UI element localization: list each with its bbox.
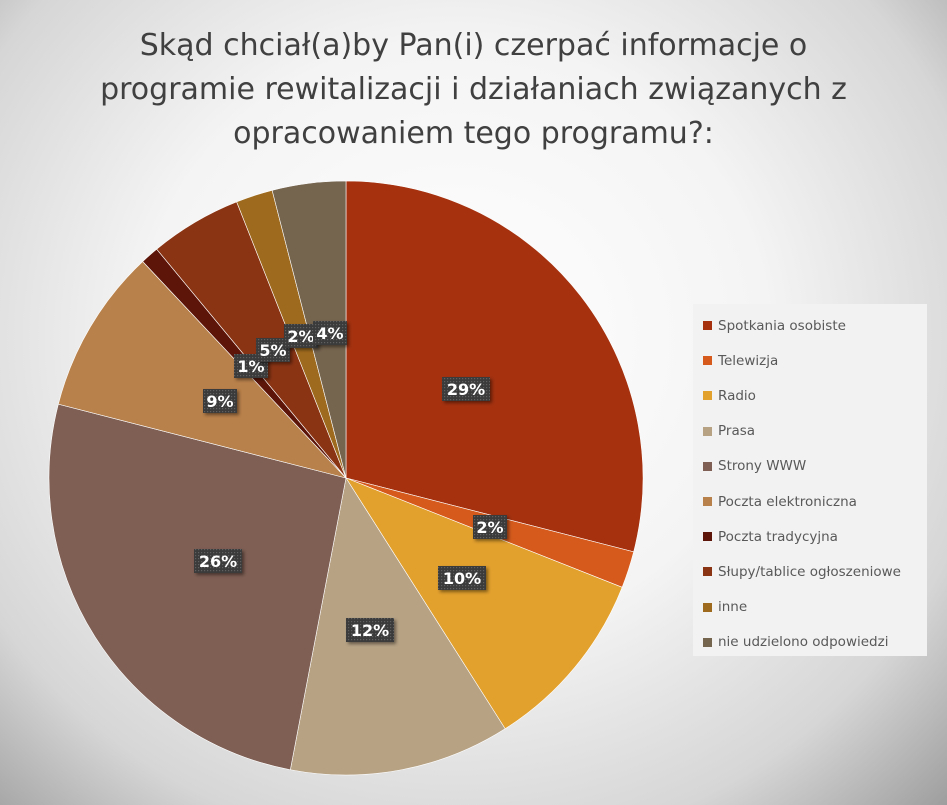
data-label: 29% (442, 377, 490, 401)
legend-swatch (703, 356, 712, 366)
data-label-text: 4% (316, 324, 343, 343)
legend-label: inne (718, 599, 748, 616)
data-label: 9% (203, 389, 237, 413)
legend-item: Słupy/tablice ogłoszeniowe (693, 554, 927, 589)
data-label: 2% (473, 515, 507, 539)
data-label-box (473, 515, 507, 539)
data-label-box (442, 377, 490, 401)
legend-label: Poczta tradycyjna (718, 528, 838, 545)
data-label-box (203, 389, 237, 413)
data-label-box (313, 321, 347, 345)
legend-label: Słupy/tablice ogłoszeniowe (718, 563, 901, 580)
data-label-text: 2% (476, 518, 503, 537)
data-label-box (194, 549, 242, 573)
data-label-text: 9% (206, 392, 233, 411)
legend-swatch (703, 426, 712, 436)
pie-slice (289, 477, 506, 776)
legend-label: Strony WWW (718, 458, 807, 475)
legend-swatch (703, 321, 712, 331)
data-label-box (284, 324, 318, 348)
legend-item: Poczta elektroniczna (693, 484, 927, 519)
pie-slice (345, 180, 644, 553)
legend-item: Spotkania osobiste (693, 308, 927, 343)
chart-title-line: opracowaniem tego programu?: (233, 116, 714, 151)
legend-label: Poczta elektroniczna (718, 493, 857, 510)
pie-slice (345, 477, 623, 730)
chart-legend: Spotkania osobiste Telewizja Radio Prasa Str… (693, 304, 927, 656)
legend-swatch (703, 461, 712, 471)
legend-swatch (703, 497, 712, 507)
data-label-text: 12% (351, 621, 389, 640)
data-label: 4% (313, 321, 347, 345)
legend-label: Spotkania osobiste (718, 317, 846, 334)
legend-item: Poczta tradycyjna (693, 519, 927, 554)
data-label-text: 5% (259, 341, 286, 360)
legend-swatch (703, 532, 712, 542)
chart-title-line: programie rewitalizacji i działaniach zw… (100, 72, 847, 107)
legend-swatch (703, 637, 712, 647)
data-label: 2% (284, 324, 318, 348)
data-label-box (438, 566, 486, 590)
pie-slice (48, 403, 347, 771)
legend-swatch (703, 602, 712, 612)
data-label: 26% (194, 549, 242, 573)
legend-label: nie udzielono odpowiedzi (718, 634, 889, 651)
legend-item: Prasa (693, 414, 927, 449)
legend-item: inne (693, 590, 927, 625)
legend-swatch (703, 567, 712, 577)
pie-slice (57, 261, 347, 479)
legend-item: nie udzielono odpowiedzi (693, 625, 927, 660)
data-label-text: 2% (287, 327, 314, 346)
data-label: 10% (438, 566, 486, 590)
data-label-text: 29% (447, 380, 485, 399)
legend-label: Radio (718, 387, 756, 404)
legend-item: Radio (693, 378, 927, 413)
legend-item: Strony WWW (693, 449, 927, 484)
data-label-text: 10% (443, 569, 481, 588)
data-label: 12% (346, 618, 394, 642)
chart-title-line: Skąd chciał(a)by Pan(i) czerpać informac… (139, 28, 808, 63)
legend-item: Telewizja (693, 343, 927, 378)
data-label-box (346, 618, 394, 642)
legend-swatch (703, 391, 712, 401)
legend-label: Prasa (718, 423, 756, 440)
legend-label: Telewizja (718, 352, 779, 369)
chart-title: Skąd chciał(a)by Pan(i) czerpać informac… (40, 24, 907, 156)
data-label-text: 26% (199, 552, 237, 571)
